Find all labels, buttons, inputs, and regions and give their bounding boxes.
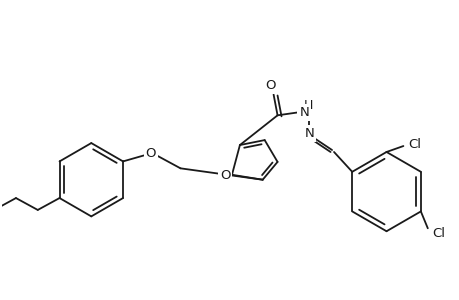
Text: H: H <box>303 99 312 112</box>
Text: Cl: Cl <box>432 227 445 240</box>
Text: O: O <box>145 147 156 160</box>
Text: Cl: Cl <box>408 138 420 151</box>
Text: N: N <box>304 127 313 140</box>
Text: N: N <box>299 106 308 119</box>
Text: O: O <box>219 169 230 182</box>
Text: O: O <box>265 79 275 92</box>
